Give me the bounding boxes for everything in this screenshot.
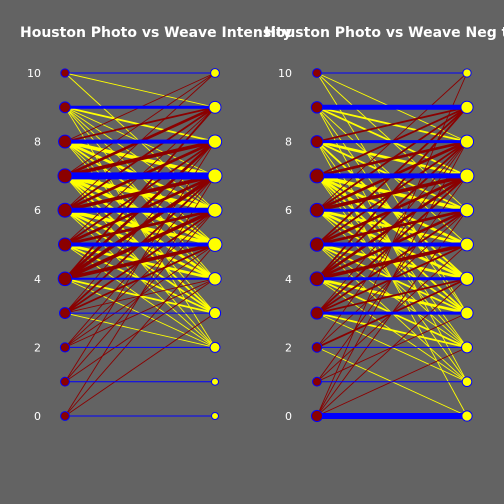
right-chart-title: Houston Photo vs Weave Neg to Pos [264,25,504,41]
left-y-tick-label: 4 [34,273,41,286]
right-end-node-4 [459,271,475,286]
left-flow-line-6-to-9 [64,106,216,212]
left-start-node-2 [59,342,71,353]
right-start-node-5 [309,237,325,252]
right-flow-line-3-to-4 [316,277,468,315]
right-flow-line-6-to-9 [316,106,468,212]
left-end-node-9 [208,100,222,114]
left-y-tick-label: 8 [34,136,41,149]
right-start-node-7 [309,168,325,184]
left-chart-title: Houston Photo vs Weave Intensity [20,25,292,41]
left-start-node-7 [57,168,73,184]
right-slopegraph: 0 2 4 6 8 10 [278,67,475,423]
left-end-node-3 [208,307,222,320]
right-start-node-9 [310,101,324,114]
right-start-node-6 [309,202,325,218]
left-flow-line-4-to-9 [64,106,216,280]
left-end-node-5 [207,237,223,252]
left-flow-line-0-to-7 [64,175,216,417]
right-flow-line-8-to-9 [316,106,468,143]
left-start-node-10 [60,68,70,78]
left-flow-line-10-to-9 [64,72,216,108]
left-flow-line-0-to-5 [64,244,216,417]
right-start-node-1 [312,376,322,387]
right-start-node-0 [310,409,324,423]
left-start-node-9 [59,101,71,114]
left-flow-line-0-to-3 [64,312,216,417]
left-end-node-8 [207,134,223,149]
right-start-node-8 [310,135,324,149]
right-end-node-1 [461,376,473,388]
left-end-node-10 [210,68,220,78]
left-start-node-3 [59,307,71,320]
right-start-node-3 [310,306,324,320]
left-y-tick-label: 2 [34,341,41,354]
right-end-node-7 [459,168,475,184]
right-y-tick-label: 0 [285,410,292,423]
right-end-node-6 [459,203,475,218]
right-flow-line-3-to-2 [316,312,468,349]
right-end-node-3 [460,306,474,320]
left-start-node-6 [57,202,73,218]
right-flow-line-3-to-6 [316,209,468,315]
left-start-node-5 [57,237,73,252]
left-flow-line-1-to-8 [64,141,216,383]
left-start-node-0 [60,411,70,421]
left-end-node-7 [207,168,223,184]
right-y-tick-label: 8 [285,136,292,149]
right-flow-line-3-to-8 [316,141,468,314]
right-start-node-10 [312,68,322,78]
right-start-node-2 [311,342,323,353]
right-flow-line-4-to-9 [316,106,468,280]
left-end-node-2 [209,341,221,353]
left-start-node-8 [58,134,72,149]
right-end-node-10 [462,68,472,78]
right-y-tick-label: 6 [285,204,292,217]
left-slopegraph: 0 2 4 6 8 10 [27,67,223,423]
right-start-node-4 [309,271,325,287]
right-y-tick-label: 10 [278,67,292,80]
left-y-tick-label: 6 [34,204,41,217]
right-end-node-8 [459,134,475,149]
right-end-node-0 [461,410,473,422]
right-end-node-9 [460,100,474,114]
left-y-tick-label: 10 [27,67,41,80]
left-flow-line-3-to-8 [64,141,216,314]
left-flow-line-7-to-10 [64,72,216,177]
right-y-tick-label: 2 [285,341,292,354]
right-end-node-2 [461,341,473,354]
left-end-node-4 [208,272,222,286]
left-end-node-6 [207,202,223,218]
right-y-tick-label: 4 [285,273,292,286]
right-end-node-5 [460,237,474,252]
left-start-node-4 [57,271,73,287]
left-start-node-1 [60,376,70,387]
left-y-tick-label: 0 [34,410,41,423]
left-end-node-1 [211,377,219,386]
left-end-node-0 [211,412,219,420]
